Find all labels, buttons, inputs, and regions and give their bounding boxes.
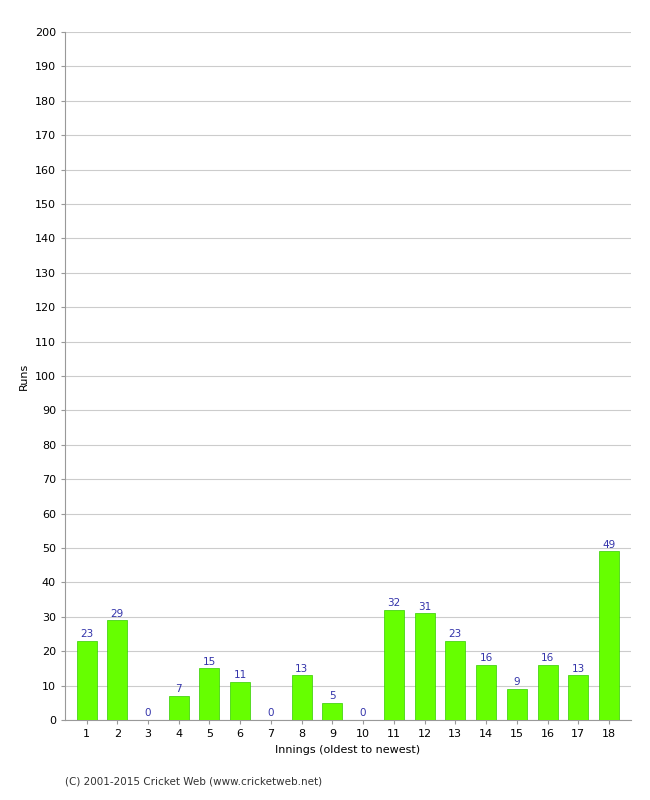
- Bar: [568, 675, 588, 720]
- Text: 16: 16: [541, 654, 554, 663]
- Bar: [384, 610, 404, 720]
- Bar: [322, 702, 343, 720]
- Bar: [292, 675, 311, 720]
- Text: 31: 31: [418, 602, 431, 612]
- Bar: [230, 682, 250, 720]
- Bar: [507, 689, 526, 720]
- Text: 0: 0: [268, 708, 274, 718]
- Bar: [476, 665, 496, 720]
- Text: 0: 0: [360, 708, 367, 718]
- Bar: [415, 614, 435, 720]
- Bar: [200, 669, 220, 720]
- Text: 23: 23: [80, 629, 93, 639]
- Bar: [445, 641, 465, 720]
- Bar: [599, 551, 619, 720]
- Text: 13: 13: [295, 663, 308, 674]
- Text: 13: 13: [571, 663, 585, 674]
- Y-axis label: Runs: Runs: [20, 362, 29, 390]
- Text: 7: 7: [176, 684, 182, 694]
- Text: 5: 5: [329, 691, 335, 701]
- Bar: [77, 641, 96, 720]
- Text: 15: 15: [203, 657, 216, 666]
- Text: (C) 2001-2015 Cricket Web (www.cricketweb.net): (C) 2001-2015 Cricket Web (www.cricketwe…: [65, 776, 322, 786]
- Text: 32: 32: [387, 598, 400, 608]
- Text: 29: 29: [111, 609, 124, 618]
- X-axis label: Innings (oldest to newest): Innings (oldest to newest): [275, 745, 421, 754]
- Bar: [169, 696, 188, 720]
- Bar: [538, 665, 558, 720]
- Text: 0: 0: [145, 708, 151, 718]
- Bar: [107, 620, 127, 720]
- Text: 16: 16: [480, 654, 493, 663]
- Text: 11: 11: [233, 670, 247, 681]
- Text: 23: 23: [448, 629, 462, 639]
- Text: 49: 49: [603, 540, 616, 550]
- Text: 9: 9: [514, 678, 520, 687]
